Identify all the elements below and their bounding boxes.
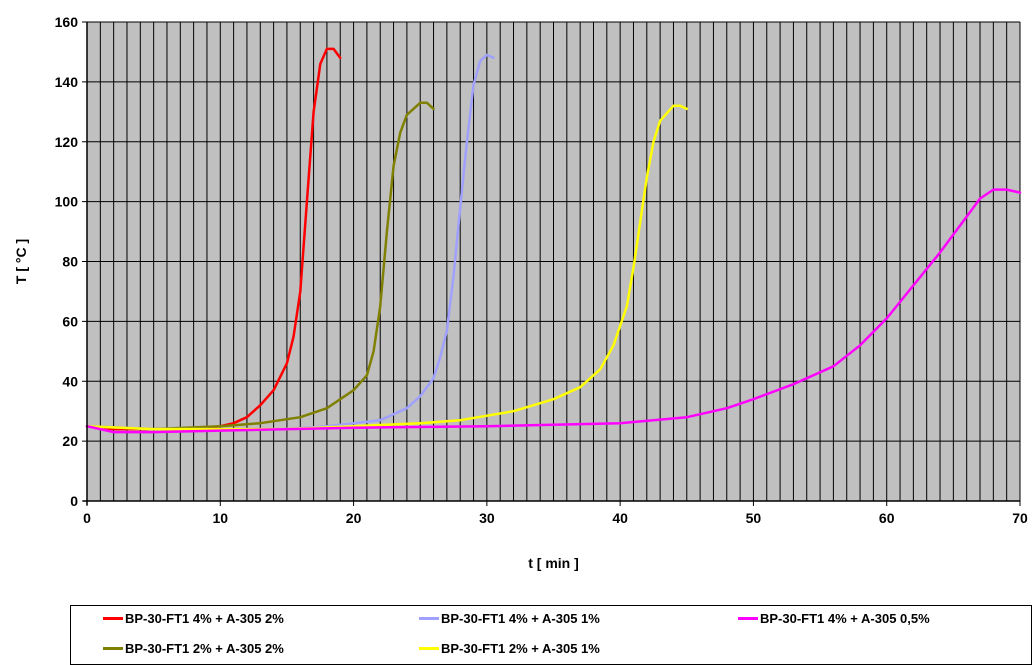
legend-item: BP-30-FT1 4% + A-305 0,5% (738, 608, 930, 628)
series-line-5 (85, 188, 1022, 434)
series-group (85, 47, 1022, 434)
legend-swatch (103, 616, 123, 620)
x-tick-label: 20 (346, 510, 362, 526)
y-tick-label: 160 (55, 14, 79, 30)
y-tick-label: 100 (55, 194, 79, 210)
legend-label: BP-30-FT1 4% + A-305 0,5% (760, 610, 930, 626)
legend-swatch (738, 616, 758, 620)
x-tick-label: 70 (1012, 510, 1028, 526)
legend-item: BP-30-FT1 4% + A-305 1% (419, 608, 600, 628)
y-axis-title: T [ °C ] (13, 239, 29, 284)
legend-swatch (419, 646, 439, 650)
legend-item: BP-30-FT1 4% + A-305 2% (103, 608, 284, 628)
legend-label: BP-30-FT1 2% + A-305 1% (441, 640, 600, 656)
y-tick-label: 20 (62, 433, 78, 449)
tick-labels: 0 10 20 30 40 50 60 70 0 20 40 60 80 100 120 140 160 (55, 14, 1028, 526)
x-tick-label: 30 (479, 510, 495, 526)
legend-item: BP-30-FT1 2% + A-305 1% (419, 638, 600, 658)
series-line-2 (85, 101, 435, 431)
legend: BP-30-FT1 4% + A-305 2% BP-30-FT1 4% + A-… (70, 605, 1032, 665)
line-chart: 0 10 20 30 40 50 60 70 0 20 40 60 80 100 120 140 160 t [… (13, 14, 1028, 571)
x-axis-title: t [ min ] (528, 555, 579, 571)
axes (82, 21, 1021, 506)
y-tick-label: 80 (62, 254, 78, 270)
legend-swatch (103, 646, 123, 650)
x-tick-label: 10 (212, 510, 228, 526)
y-tick-label: 140 (55, 74, 79, 90)
x-tick-label: 0 (83, 510, 91, 526)
y-tick-label: 0 (70, 493, 78, 509)
x-tick-label: 60 (879, 510, 895, 526)
legend-item: BP-30-FT1 2% + A-305 2% (103, 638, 284, 658)
x-tick-label: 40 (612, 510, 628, 526)
legend-swatch (419, 616, 439, 620)
y-tick-label: 120 (55, 134, 79, 150)
x-tick-label: 50 (746, 510, 762, 526)
y-tick-label: 60 (62, 313, 78, 329)
legend-label: BP-30-FT1 4% + A-305 2% (125, 610, 284, 626)
y-tick-label: 40 (62, 373, 78, 389)
legend-label: BP-30-FT1 4% + A-305 1% (441, 610, 600, 626)
legend-label: BP-30-FT1 2% + A-305 2% (125, 640, 284, 656)
